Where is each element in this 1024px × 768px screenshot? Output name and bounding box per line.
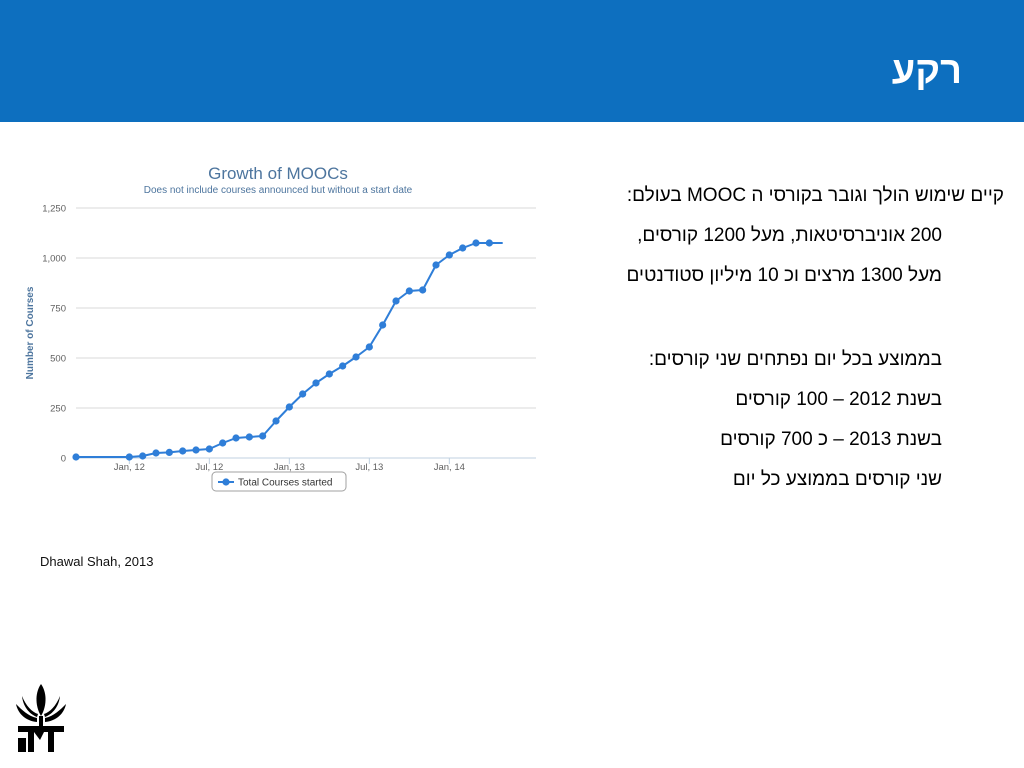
- data-point: [259, 432, 267, 440]
- bullet-item: מעל 1300 מרצים וכ 10 מיליון סטודנטים: [626, 265, 942, 286]
- growth-of-moocs-chart: Growth of MOOCs Does not include courses …: [25, 164, 536, 492]
- series-line: [76, 242, 503, 458]
- data-point: [245, 433, 253, 441]
- y-tick-label: 1,000: [42, 254, 66, 265]
- data-point: [485, 239, 493, 247]
- data-point: [392, 297, 400, 305]
- data-point: [192, 446, 200, 454]
- university-logo-icon: [16, 684, 66, 752]
- bullet-item: שני קורסים בממוצע כל יום: [732, 469, 942, 490]
- data-point: [379, 321, 387, 329]
- bullet-list: קיים שימוש הולך וגובר בקורסי ה MOOC בעול…: [484, 183, 1004, 507]
- chart-subtitle: Does not include courses announced but w…: [144, 185, 413, 196]
- data-point: [352, 353, 360, 361]
- x-tick-label: Jan, 13: [274, 462, 305, 473]
- slide-header: רקע: [0, 0, 1024, 122]
- legend-box: [211, 471, 347, 492]
- bullet-item: בשנת 2012 – 100 קורסים: [735, 389, 942, 410]
- legend-label: Total Courses started: [238, 478, 333, 489]
- data-point: [232, 434, 240, 442]
- x-tick-label: Jul, 12: [195, 462, 223, 473]
- data-point: [72, 453, 80, 461]
- y-tick-label: 750: [50, 304, 66, 315]
- data-point: [432, 261, 440, 269]
- data-point: [365, 343, 373, 351]
- data-point: [165, 448, 173, 456]
- y-tick-label: 0: [61, 454, 66, 465]
- x-tick-label: Jan, 12: [114, 462, 145, 473]
- slide-title: רקע: [891, 50, 962, 92]
- data-point: [445, 251, 453, 259]
- bullet-item: בממוצע בכל יום נפתחים שני קורסים:: [648, 349, 942, 370]
- data-point: [179, 447, 187, 455]
- data-point: [272, 417, 280, 425]
- chart-title: Growth of MOOCs: [208, 164, 348, 183]
- bullet-item: קיים שימוש הולך וגובר בקורסי ה MOOC בעול…: [626, 185, 1004, 206]
- data-point: [419, 286, 427, 294]
- x-tick-label: Jul, 13: [355, 462, 383, 473]
- data-point: [312, 379, 320, 387]
- data-point: [459, 244, 467, 252]
- y-tick-label: 500: [50, 354, 66, 365]
- bullet-item: 200 אוניברסיטאות, מעל 1200 קורסים,: [637, 225, 942, 246]
- data-point: [125, 453, 133, 461]
- bullet-item: בשנת 2013 – כ 700 קורסים: [720, 429, 942, 450]
- data-point: [139, 452, 147, 460]
- data-point: [285, 403, 293, 411]
- data-point: [152, 449, 160, 457]
- data-point: [405, 287, 413, 295]
- data-point: [205, 445, 213, 453]
- y-axis-label: Number of Courses: [25, 286, 36, 379]
- data-point: [472, 239, 480, 247]
- data-point: [219, 439, 227, 447]
- source-citation: Dhawal Shah, 2013: [40, 554, 154, 569]
- legend-marker: [222, 478, 230, 486]
- data-point: [299, 390, 307, 398]
- data-point: [339, 362, 347, 370]
- y-tick-label: 1,250: [42, 204, 66, 215]
- y-tick-label: 250: [50, 404, 66, 415]
- data-point: [325, 370, 333, 378]
- x-tick-label: Jan, 14: [434, 462, 465, 473]
